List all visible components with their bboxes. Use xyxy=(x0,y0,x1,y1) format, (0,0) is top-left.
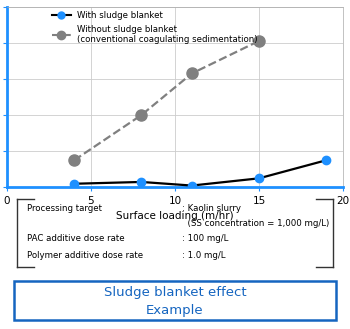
Text: : 1.0 mg/L: : 1.0 mg/L xyxy=(182,251,225,260)
X-axis label: Surface loading (m/hr): Surface loading (m/hr) xyxy=(116,211,234,220)
Text: Polymer additive dose rate: Polymer additive dose rate xyxy=(27,251,143,260)
Legend: With sludge blanket, Without sludge blanket
(conventional coagulating sedimentat: With sludge blanket, Without sludge blan… xyxy=(52,11,258,44)
Text: Example: Example xyxy=(146,304,204,316)
Text: Sludge blanket effect: Sludge blanket effect xyxy=(104,286,246,299)
Text: (SS concentration = 1,000 mg/L): (SS concentration = 1,000 mg/L) xyxy=(182,218,329,228)
Text: PAC additive dose rate: PAC additive dose rate xyxy=(27,234,125,242)
Text: Processing target: Processing target xyxy=(27,204,102,214)
Text: : Kaolin slurry: : Kaolin slurry xyxy=(182,204,241,214)
Text: : 100 mg/L: : 100 mg/L xyxy=(182,234,228,242)
FancyBboxPatch shape xyxy=(14,281,336,320)
